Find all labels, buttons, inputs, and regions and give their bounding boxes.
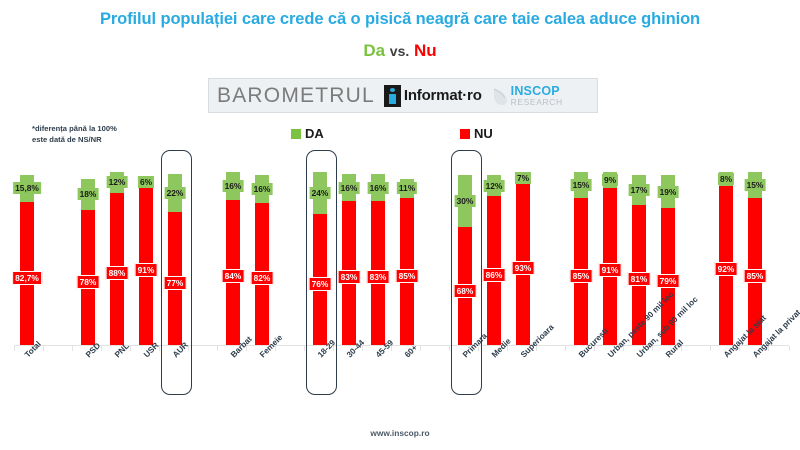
bar-value-label-da: 12% — [483, 179, 505, 192]
x-axis-tick — [536, 346, 537, 351]
bar-value-label-nu: 68% — [453, 283, 477, 298]
bar-value-label-nu: 86% — [482, 267, 506, 282]
x-axis-tick — [304, 346, 305, 351]
legend-swatch-da-icon — [291, 128, 301, 139]
bar-value-label-da: 9% — [601, 173, 619, 186]
x-axis-tick — [789, 346, 790, 351]
bar-value-label-nu: 91% — [598, 263, 622, 278]
x-axis-tick — [43, 346, 44, 351]
x-axis-tick — [565, 346, 566, 351]
bar-value-label-da: 15,8% — [13, 182, 41, 195]
bar-value-label-nu: 85% — [743, 268, 767, 283]
x-axis-tick — [507, 346, 508, 351]
legend-swatch-nu-icon — [460, 128, 470, 139]
legend-item-nu: NU — [460, 126, 493, 141]
x-axis-tick — [768, 346, 769, 351]
informat-mark-icon — [383, 84, 401, 107]
x-axis-tick — [710, 346, 711, 351]
x-axis-tick — [217, 346, 218, 351]
bar-value-label-da: 8% — [717, 172, 735, 185]
inscop-swoosh-icon — [493, 86, 513, 106]
bar-value-label-da: 15% — [570, 178, 592, 191]
footnote-line-1: *diferența până la 100% — [32, 124, 117, 133]
bar-value-label-nu: 83% — [337, 270, 361, 285]
x-axis-tick — [681, 346, 682, 351]
x-axis-line — [14, 345, 789, 346]
barometrul-logo-text: BAROMETRUL — [217, 83, 375, 107]
x-axis-tick — [623, 346, 624, 351]
inscop-name: INSCOP — [510, 84, 560, 98]
bar-value-label-da: 11% — [396, 182, 418, 195]
bar-value-label-da: 17% — [628, 184, 650, 197]
bar-value-label-nu: 85% — [395, 268, 419, 283]
bar-value-label-da: 16% — [338, 181, 360, 194]
bar-value-label-nu: 92% — [714, 262, 738, 277]
bar-value-label-da: 24% — [309, 186, 331, 199]
bar-value-label-nu: 91% — [134, 263, 158, 278]
informat-logo: Informat·ro — [383, 84, 482, 107]
bar-value-label-da: 7% — [514, 172, 532, 185]
bar-value-label-da: 18% — [77, 188, 99, 201]
bar-value-label-nu: 88% — [105, 265, 129, 280]
bar-value-label-nu: 81% — [627, 272, 651, 287]
x-axis-tick — [72, 346, 73, 351]
x-axis-tick — [478, 346, 479, 351]
legend-label-nu: NU — [474, 126, 493, 141]
bar-value-label-nu: 76% — [308, 276, 332, 291]
bar-value-label-da: 16% — [251, 183, 273, 196]
bar-value-label-da: 19% — [657, 185, 679, 198]
legend-item-da: DA — [291, 126, 324, 141]
x-axis-tick — [739, 346, 740, 351]
footer-url: www.inscop.ro — [370, 428, 430, 438]
bar-value-label-nu: 83% — [366, 270, 390, 285]
highlight-box-AUR — [161, 150, 192, 395]
bar-value-label-nu: 93% — [511, 261, 535, 276]
bar-value-label-nu: 82% — [250, 271, 274, 286]
subtitle-vs: vs. — [389, 43, 410, 59]
legend-label-da: DA — [305, 126, 324, 141]
highlight-box-18-29 — [306, 150, 337, 395]
x-axis-tick — [420, 346, 421, 351]
x-axis-tick — [14, 346, 15, 351]
x-axis-tick — [101, 346, 102, 351]
subtitle-nu: Nu — [414, 41, 437, 60]
page-title: Profilul populației care crede că o pisi… — [99, 10, 701, 28]
x-axis-tick — [130, 346, 131, 351]
bar-value-label-da: 15% — [744, 178, 766, 191]
bar-value-label-da: 22% — [164, 186, 186, 199]
logo-strip: BAROMETRUL Informat·ro INSCOP RESEARCH — [208, 78, 598, 113]
inscop-tagline: RESEARCH — [510, 96, 563, 107]
x-axis-tick — [652, 346, 653, 351]
x-axis-tick — [246, 346, 247, 351]
footnote: *diferența până la 100% este dată de NS/… — [32, 123, 117, 145]
x-axis-tick — [159, 346, 160, 351]
bar-value-label-nu: 84% — [221, 269, 245, 284]
x-axis-tick — [391, 346, 392, 351]
x-axis-tick — [594, 346, 595, 351]
bar-value-label-da: 12% — [106, 176, 128, 189]
bar-value-label-da: 16% — [367, 181, 389, 194]
bar-value-label-da: 6% — [137, 176, 155, 189]
bar-value-label-da: 30% — [454, 195, 476, 208]
informat-logo-text: Informat·ro — [403, 87, 482, 104]
page-subtitle: Da vs. Nu — [0, 41, 800, 61]
x-axis-tick — [275, 346, 276, 351]
bar-value-label-nu: 78% — [76, 274, 100, 289]
x-axis-tick — [188, 346, 189, 351]
x-axis-tick — [449, 346, 450, 351]
bar-value-label-nu: 79% — [656, 273, 680, 288]
bar-value-label-nu: 85% — [569, 268, 593, 283]
x-axis-tick — [333, 346, 334, 351]
footnote-line-2: este dată de NS/NR — [32, 135, 102, 144]
inscop-logo: INSCOP RESEARCH — [493, 85, 563, 106]
highlight-box-Primara — [451, 150, 482, 395]
bar-value-label-nu: 82,7% — [12, 270, 42, 285]
x-axis-tick — [362, 346, 363, 351]
bar-value-label-nu: 77% — [163, 275, 187, 290]
bar-value-label-da: 16% — [222, 179, 244, 192]
inscop-wordmark: INSCOP RESEARCH — [511, 85, 563, 106]
subtitle-da: Da — [363, 41, 386, 60]
